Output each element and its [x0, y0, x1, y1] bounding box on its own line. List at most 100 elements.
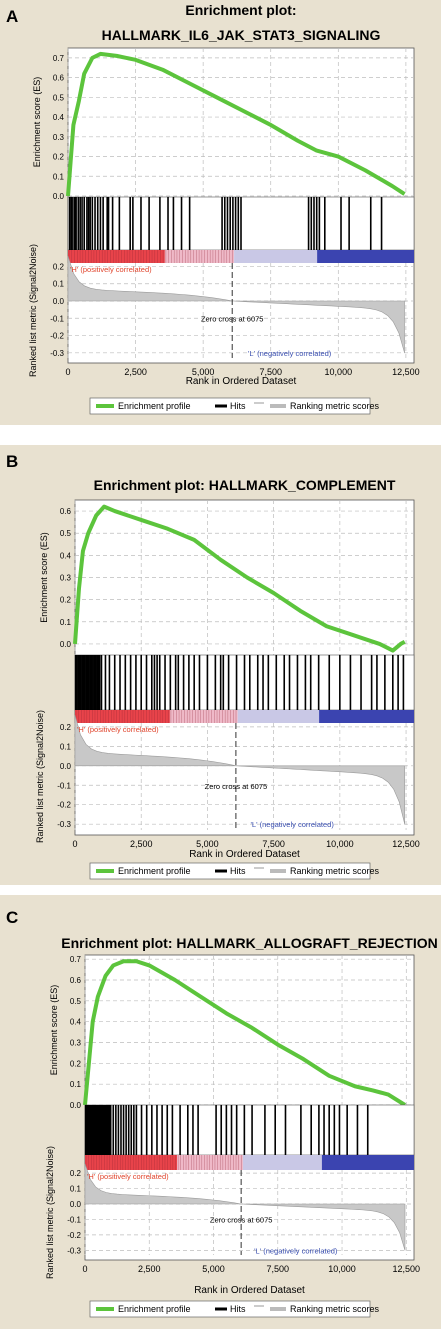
rank-color-bar-segment — [234, 250, 318, 263]
y-tick-label: 0.0 — [70, 1101, 82, 1110]
panel-letter: C — [6, 908, 18, 927]
x-tick-label: 2,500 — [130, 839, 153, 849]
legend-ranking-label: Ranking metric scores — [290, 401, 380, 411]
rank-color-bar-segment — [319, 710, 414, 723]
plot-title: Enrichment plot: HALLMARK_COMPLEMENT — [94, 477, 396, 493]
zero-cross-label: Zero cross at 6075 — [210, 1216, 273, 1225]
y2-tick-label: -0.3 — [67, 1246, 81, 1255]
enrichment-profile-line — [83, 959, 407, 1107]
y2-tick-label: -0.2 — [57, 801, 71, 810]
x-tick-label: 0 — [72, 839, 77, 849]
legend-ranking-label: Ranking metric scores — [290, 1304, 380, 1314]
legend-hits-label: Hits — [230, 1304, 246, 1314]
y-tick-label: 0.6 — [60, 507, 72, 516]
enrichment-profile-line — [73, 504, 406, 653]
ranking-metric-area — [67, 255, 405, 353]
y2-tick-label: 0.2 — [70, 1169, 82, 1178]
legend-hits-label: Hits — [230, 401, 246, 411]
y2-tick-label: 0.1 — [53, 280, 65, 289]
rank-color-bar-segment — [169, 710, 238, 723]
y-tick-label: 0.0 — [53, 192, 65, 201]
y-tick-label: 0.4 — [60, 551, 72, 560]
y-tick-label: 0.3 — [70, 1039, 82, 1048]
panel-a: A Enrichment plot: HALLMARK_IL6_JAK_STAT3_… — [0, 0, 441, 425]
legend-box — [89, 1300, 371, 1318]
x-tick-label: 7,500 — [267, 1264, 290, 1274]
x-axis-label: Rank in Ordered Dataset — [186, 376, 297, 387]
x-tick-label: 12,500 — [392, 839, 420, 849]
y-tick-label: 0.5 — [70, 997, 82, 1006]
rank-color-bar-segment — [321, 1155, 414, 1170]
plot-title: Enrichment plot: HALLMARK_ALLOGRAFT_REJE… — [61, 935, 437, 951]
x-tick-label: 10,000 — [326, 839, 354, 849]
x-axis-label: Rank in Ordered Dataset — [189, 849, 300, 860]
y-tick-label: 0.2 — [53, 153, 65, 162]
positive-label: 'H' (positively correlated) — [70, 265, 152, 274]
x-tick-label: 2,500 — [138, 1264, 161, 1274]
x-tick-label: 12,500 — [393, 1264, 421, 1274]
y-tick-label: 0.2 — [60, 596, 72, 605]
panel-letter: A — [6, 7, 18, 26]
y2-tick-label: -0.2 — [50, 332, 64, 341]
x-tick-label: 2,500 — [124, 367, 147, 377]
y2-tick-label: 0.0 — [53, 297, 65, 306]
x-tick-label: 0 — [65, 367, 70, 377]
y2-tick-label: 0.2 — [60, 723, 72, 732]
rank-color-bar-segment — [75, 710, 170, 723]
x-axis-label: Rank in Ordered Dataset — [194, 1285, 305, 1296]
y-tick-label: 0.3 — [60, 574, 72, 583]
y2-axis-label: Ranked list metric (Signal2Noise) — [35, 710, 45, 843]
plot-title: Enrichment plot: — [185, 2, 296, 18]
legend-ranking-label: Ranking metric scores — [290, 866, 380, 876]
y2-tick-label: 0.0 — [70, 1200, 82, 1209]
legend-enrichment-label: Enrichment profile — [118, 1304, 191, 1314]
y-tick-label: 0.0 — [60, 640, 72, 649]
panel-letter: B — [6, 452, 18, 471]
y-tick-label: 0.5 — [60, 529, 72, 538]
y2-axis-label: Ranked list metric (Signal2Noise) — [28, 244, 38, 377]
y-tick-label: 0.5 — [53, 93, 65, 102]
zero-cross-label: Zero cross at 6075 — [201, 315, 264, 324]
y-tick-label: 0.1 — [60, 618, 72, 627]
legend-enrichment-label: Enrichment profile — [118, 866, 191, 876]
rank-color-bar-segment — [237, 710, 320, 723]
rank-color-bar-segment — [177, 1155, 243, 1170]
y-tick-label: 0.7 — [70, 955, 82, 964]
y2-tick-label: 0.0 — [60, 762, 72, 771]
legend-box — [89, 862, 371, 880]
x-tick-label: 10,000 — [325, 367, 353, 377]
y-tick-label: 0.2 — [70, 1059, 82, 1068]
y-axis-label: Enrichment score (ES) — [39, 532, 49, 623]
y-tick-label: 0.1 — [70, 1080, 82, 1089]
positive-label: 'H' (positively correlated) — [77, 725, 159, 734]
x-tick-label: 7,500 — [259, 367, 282, 377]
zero-cross-label: Zero cross at 6075 — [205, 782, 268, 791]
y-axis-label: Enrichment score (ES) — [32, 77, 42, 168]
y-tick-label: 0.4 — [70, 1018, 82, 1027]
rank-color-bar-segment — [317, 250, 414, 263]
y-tick-label: 0.6 — [70, 976, 82, 985]
x-tick-label: 0 — [82, 1264, 87, 1274]
x-tick-label: 12,500 — [392, 367, 420, 377]
y-tick-label: 0.4 — [53, 113, 65, 122]
y-tick-label: 0.6 — [53, 74, 65, 83]
ranking-metric-area — [84, 1163, 406, 1251]
y2-tick-label: -0.1 — [57, 781, 71, 790]
y2-tick-label: -0.3 — [57, 820, 71, 829]
negative-label: 'L' (negatively correlated) — [254, 1246, 338, 1255]
y2-tick-label: -0.1 — [67, 1215, 81, 1224]
rank-color-bar-segment — [164, 250, 235, 263]
legend-box — [89, 397, 371, 415]
legend-enrichment-label: Enrichment profile — [118, 401, 191, 411]
rank-color-bar-segment — [85, 1155, 178, 1170]
panel-c: C Enrichment plot: HALLMARK_ALLOGRAFT_REJ… — [0, 895, 441, 1329]
panel-b: B Enrichment plot: HALLMARK_COMPLEMENT 0 2,… — [0, 445, 441, 885]
y-tick-label: 0.3 — [53, 133, 65, 142]
y2-tick-label: 0.2 — [53, 262, 65, 271]
x-tick-label: 10,000 — [328, 1264, 356, 1274]
hits-panel — [84, 1104, 415, 1156]
y2-tick-label: 0.1 — [60, 742, 72, 751]
negative-label: 'L' (negatively correlated) — [251, 820, 335, 829]
ranking-metric-area — [74, 715, 406, 825]
